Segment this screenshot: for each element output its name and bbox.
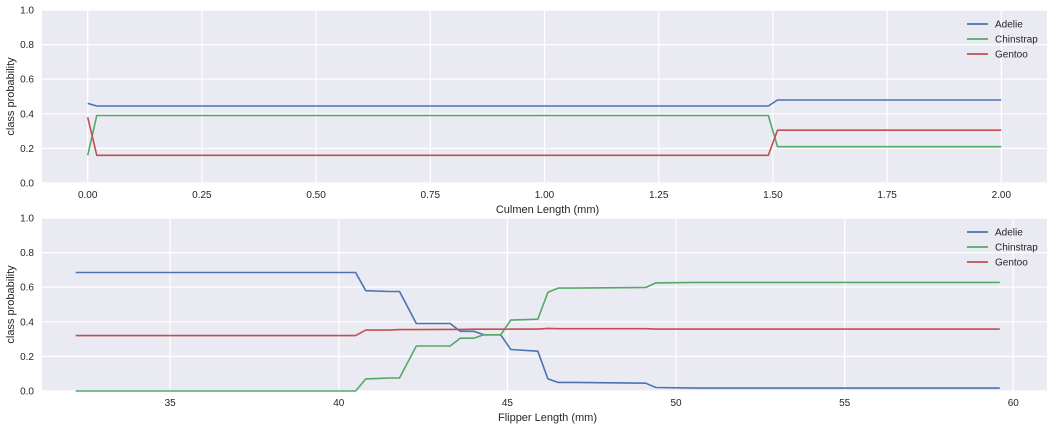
legend-label-gentoo: Gentoo <box>995 258 1028 269</box>
legend-label-chinstrap: Chinstrap <box>995 35 1038 46</box>
culmen-y-tick-labels: 0.0 0.2 0.4 0.6 0.8 1.0 <box>20 6 34 190</box>
legend-label-adelie: Adelie <box>995 228 1023 239</box>
x-tick-label: 60 <box>1008 398 1020 409</box>
culmen-length-chart: 0.00 0.25 0.50 0.75 1.00 1.25 1.50 1.75 2.000.00… <box>5 6 1047 216</box>
y-tick-label: 0.6 <box>20 75 34 86</box>
flipper-grid <box>42 217 1047 392</box>
y-tick-label: 0.8 <box>20 248 34 259</box>
x-tick-label: 50 <box>670 398 682 409</box>
flipper-series-lines <box>75 271 1000 392</box>
y-tick-label: 0.4 <box>20 109 34 120</box>
culmen-grid <box>42 9 1047 184</box>
flipper-y-axis-label: class probability <box>5 265 17 344</box>
legend-label-chinstrap: Chinstrap <box>995 243 1038 254</box>
culmen-y-axis-label: class probability <box>5 57 17 136</box>
x-tick-label: 0.50 <box>306 190 326 201</box>
x-tick-label: 1.75 <box>877 190 897 201</box>
y-tick-label: 0.2 <box>20 144 34 155</box>
series-line-chinstrap <box>86 114 1002 156</box>
x-tick-label: 55 <box>839 398 851 409</box>
y-tick-label: 0.0 <box>20 179 34 190</box>
y-tick-label: 0.0 <box>20 387 34 398</box>
culmen-x-tick-labels: 0.00 0.25 0.50 0.75 1.00 1.25 1.50 1.75 2.00 <box>78 190 1012 201</box>
flipper-length-chart: 35 40 45 50 55 60 0.0 0.2 0.4 0.6 0.8 1.0 Flipper Le… <box>5 214 1047 424</box>
x-tick-label: 1.00 <box>535 190 555 201</box>
y-tick-label: 0.6 <box>20 283 34 294</box>
series-line-chinstrap <box>75 281 1000 392</box>
y-tick-label: 0.2 <box>20 352 34 363</box>
x-tick-label: 1.25 <box>649 190 669 201</box>
x-tick-label: 45 <box>502 398 514 409</box>
y-tick-label: 0.4 <box>20 317 34 328</box>
series-line-adelie <box>87 99 1002 107</box>
flipper-x-axis-label: Flipper Length (mm) <box>498 412 597 424</box>
x-tick-label: 1.50 <box>763 190 783 201</box>
x-tick-label: 0.75 <box>421 190 441 201</box>
flipper-plot-area <box>42 218 1047 391</box>
series-line-gentoo <box>86 117 1002 157</box>
y-tick-label: 1.0 <box>20 214 34 225</box>
x-tick-label: 0.25 <box>192 190 212 201</box>
x-tick-label: 35 <box>165 398 177 409</box>
culmen-legend: Adelie Chinstrap Gentoo <box>967 20 1038 61</box>
flipper-legend: Adelie Chinstrap Gentoo <box>967 228 1038 269</box>
flipper-x-tick-labels: 35 40 45 50 55 60 <box>165 398 1020 409</box>
legend-label-gentoo: Gentoo <box>995 50 1028 61</box>
series-line-gentoo <box>75 327 1000 337</box>
flipper-y-tick-labels: 0.0 0.2 0.4 0.6 0.8 1.0 <box>20 214 34 398</box>
x-tick-label: 40 <box>333 398 345 409</box>
culmen-series-lines <box>86 99 1002 157</box>
y-tick-label: 1.0 <box>20 6 34 17</box>
x-tick-label: 2.00 <box>992 190 1012 201</box>
culmen-x-axis-label: Culmen Length (mm) <box>496 204 599 216</box>
y-tick-label: 0.8 <box>20 40 34 51</box>
x-tick-label: 0.00 <box>78 190 98 201</box>
legend-label-adelie: Adelie <box>995 20 1023 31</box>
